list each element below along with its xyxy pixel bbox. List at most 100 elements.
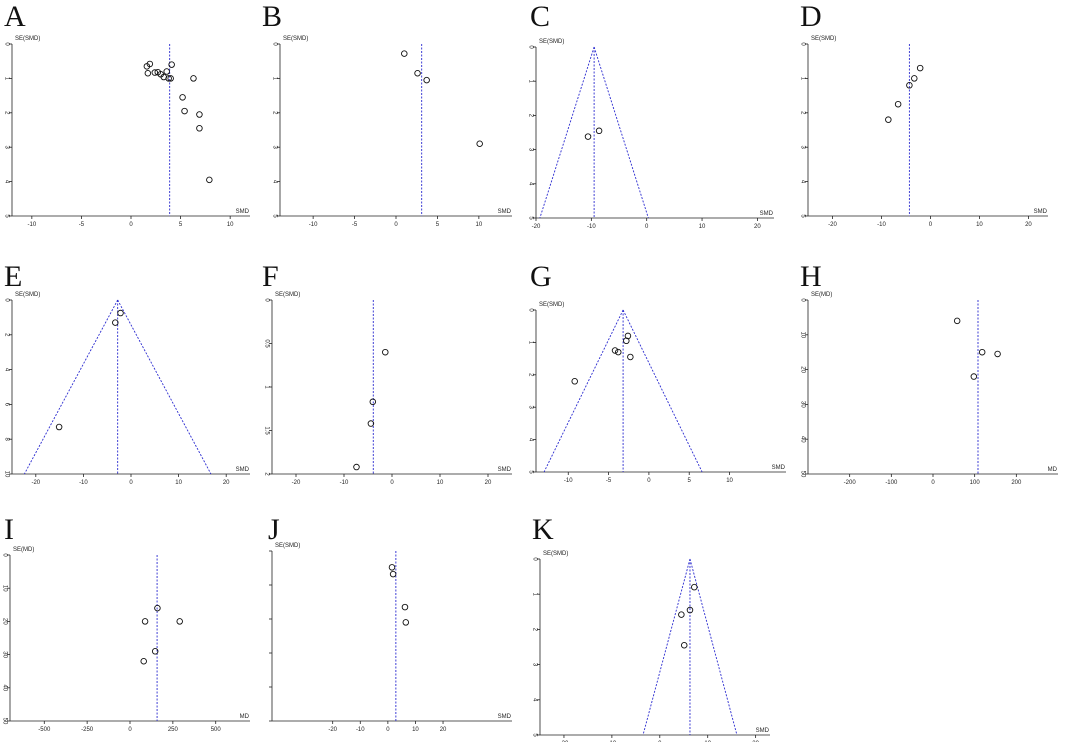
y-tick-label: 5 [527,216,533,220]
study-point [144,69,152,77]
funnel-ci-line [23,299,119,475]
study-point [911,75,918,82]
x-tick-label: -20 [31,480,40,486]
y-tick-label: 0 [263,298,269,302]
panel-i: I 0 10 20 30 40 50 -500 -250 0 250 500 SE(MD) MD [0,515,262,742]
study-point [154,604,161,612]
y-tick-label: 4 [3,180,9,184]
y-axis-title: SE(SMD) [283,36,308,42]
funnel-plot-b: 0 1 2 3 4 5 -10 -5 0 5 10 SE(SMD) SMD [271,36,512,228]
x-axis-title: SMD [1034,209,1048,215]
y-axis-title: SE(SMD) [539,39,564,45]
y-tick-label: 0.5 [263,339,269,348]
y-tick-label: 3 [3,146,9,150]
study-point [179,94,186,101]
y-tick-label: 50 [1,718,7,725]
y-tick-label: 2 [3,111,9,115]
y-axis-title: SE(SMD) [15,36,40,42]
study-point [402,619,410,626]
x-tick-label: 5 [688,478,692,484]
study-point [117,309,124,317]
study-point [196,125,203,132]
y-axis-title: SE(MD) [13,547,34,553]
study-point [367,420,375,427]
funnel-ci-line [622,309,703,473]
y-tick-label: 1 [531,593,537,597]
panel-e: E 0 2 4 6 8 10 -20 -10 0 10 20 SE(SMD) SMD [0,262,262,492]
y-axis-title: SE(SMD) [15,292,40,298]
x-axis-title: SMD [236,467,250,473]
study-point [388,564,396,571]
x-tick-label: -250 [81,727,94,733]
x-tick-label: -10 [79,480,88,486]
y-tick-label: 1.5 [263,426,269,435]
y-tick-label: 10 [799,331,805,338]
x-tick-label: 0 [129,222,133,228]
study-point [678,611,685,618]
x-tick-label: -10 [309,222,318,228]
x-axis-title: SMD [756,728,770,734]
x-tick-label: 5 [436,222,440,228]
panel-letter-h: H [800,260,822,293]
x-tick-label: -10 [587,224,596,230]
y-tick-label: 20 [1,618,7,625]
panel-b: B 0 1 2 3 4 5 -10 -5 0 5 10 SE(SMD) SMD [262,0,524,245]
study-point [389,570,397,578]
x-axis-title: SMD [760,211,774,217]
y-tick-label: 5 [3,214,9,218]
study-point [196,111,203,118]
y-tick-label: 4 [531,698,537,702]
y-tick-label: 4 [527,182,533,186]
x-tick-label: 10 [175,480,182,486]
y-axis-title: SE(SMD) [811,36,836,42]
y-tick-label: 3 [531,663,537,667]
funnel-ci-line [642,558,691,736]
study-point [190,75,197,82]
y-tick-label: 50 [799,471,805,478]
y-tick-label: 0 [799,42,805,46]
y-tick-label: 3 [527,406,533,410]
panel-c: C 0 1 2 3 4 5 -20 -10 0 10 20 SE(SMD) SMD [524,0,786,245]
y-tick-label: 2 [527,373,533,377]
study-point [112,319,119,326]
y-tick-label: 1 [263,385,269,389]
y-tick-label: 0 [527,45,533,49]
study-point [691,583,698,591]
study-point [146,60,154,68]
x-tick-label: 20 [440,727,447,733]
y-tick-label: 3 [527,148,533,152]
x-axis-title: SMD [498,209,512,215]
y-tick-label: 5 [531,733,537,737]
x-tick-label: -20 [328,727,337,733]
y-tick-label: 1 [3,77,9,81]
study-point [423,76,430,84]
study-point [206,176,213,184]
y-tick-label: 30 [1,651,7,658]
y-tick-label: 4 [271,180,277,184]
y-tick-label: 0 [3,298,9,302]
x-tick-label: 0 [386,727,390,733]
x-tick-label: 5 [179,222,183,228]
x-tick-label: 500 [211,727,222,733]
x-tick-label: 20 [223,480,230,486]
y-tick-label: 4 [799,180,805,184]
funnel-plot-e: 0 2 4 6 8 10 -20 -10 0 10 20 SE(SMD) SMD [3,292,250,486]
y-tick-label: 5 [799,214,805,218]
funnel-plot-h: 0 10 20 30 40 50 -200 -100 0 100 200 SE(MD) MD [799,292,1058,486]
panel-f: F 0 0.5 1 1.5 2 -20 -10 0 10 20 SE(SMD) SMD [262,262,524,492]
x-axis-title: SMD [498,467,512,473]
x-tick-label: 200 [1011,480,1022,486]
y-axis-title: SE(MD) [811,292,832,298]
study-point [680,641,688,649]
study-point [615,348,622,356]
panel-letter-i: I [4,513,14,546]
panel-a: A 0 1 2 3 4 5 -10 -5 0 5 10 SE(SMD) SMD [0,0,262,245]
y-tick-label: 1 [271,77,277,81]
funnel-ci-line [117,299,212,475]
funnel-plot-g: 0 1 2 3 4 5 -10 -5 0 5 10 SE(SMD) SMD [527,302,786,484]
study-point [595,127,603,135]
study-point [476,140,483,148]
y-tick-label: 0 [531,557,537,561]
study-point [906,82,913,89]
x-tick-label: -5 [352,222,358,228]
